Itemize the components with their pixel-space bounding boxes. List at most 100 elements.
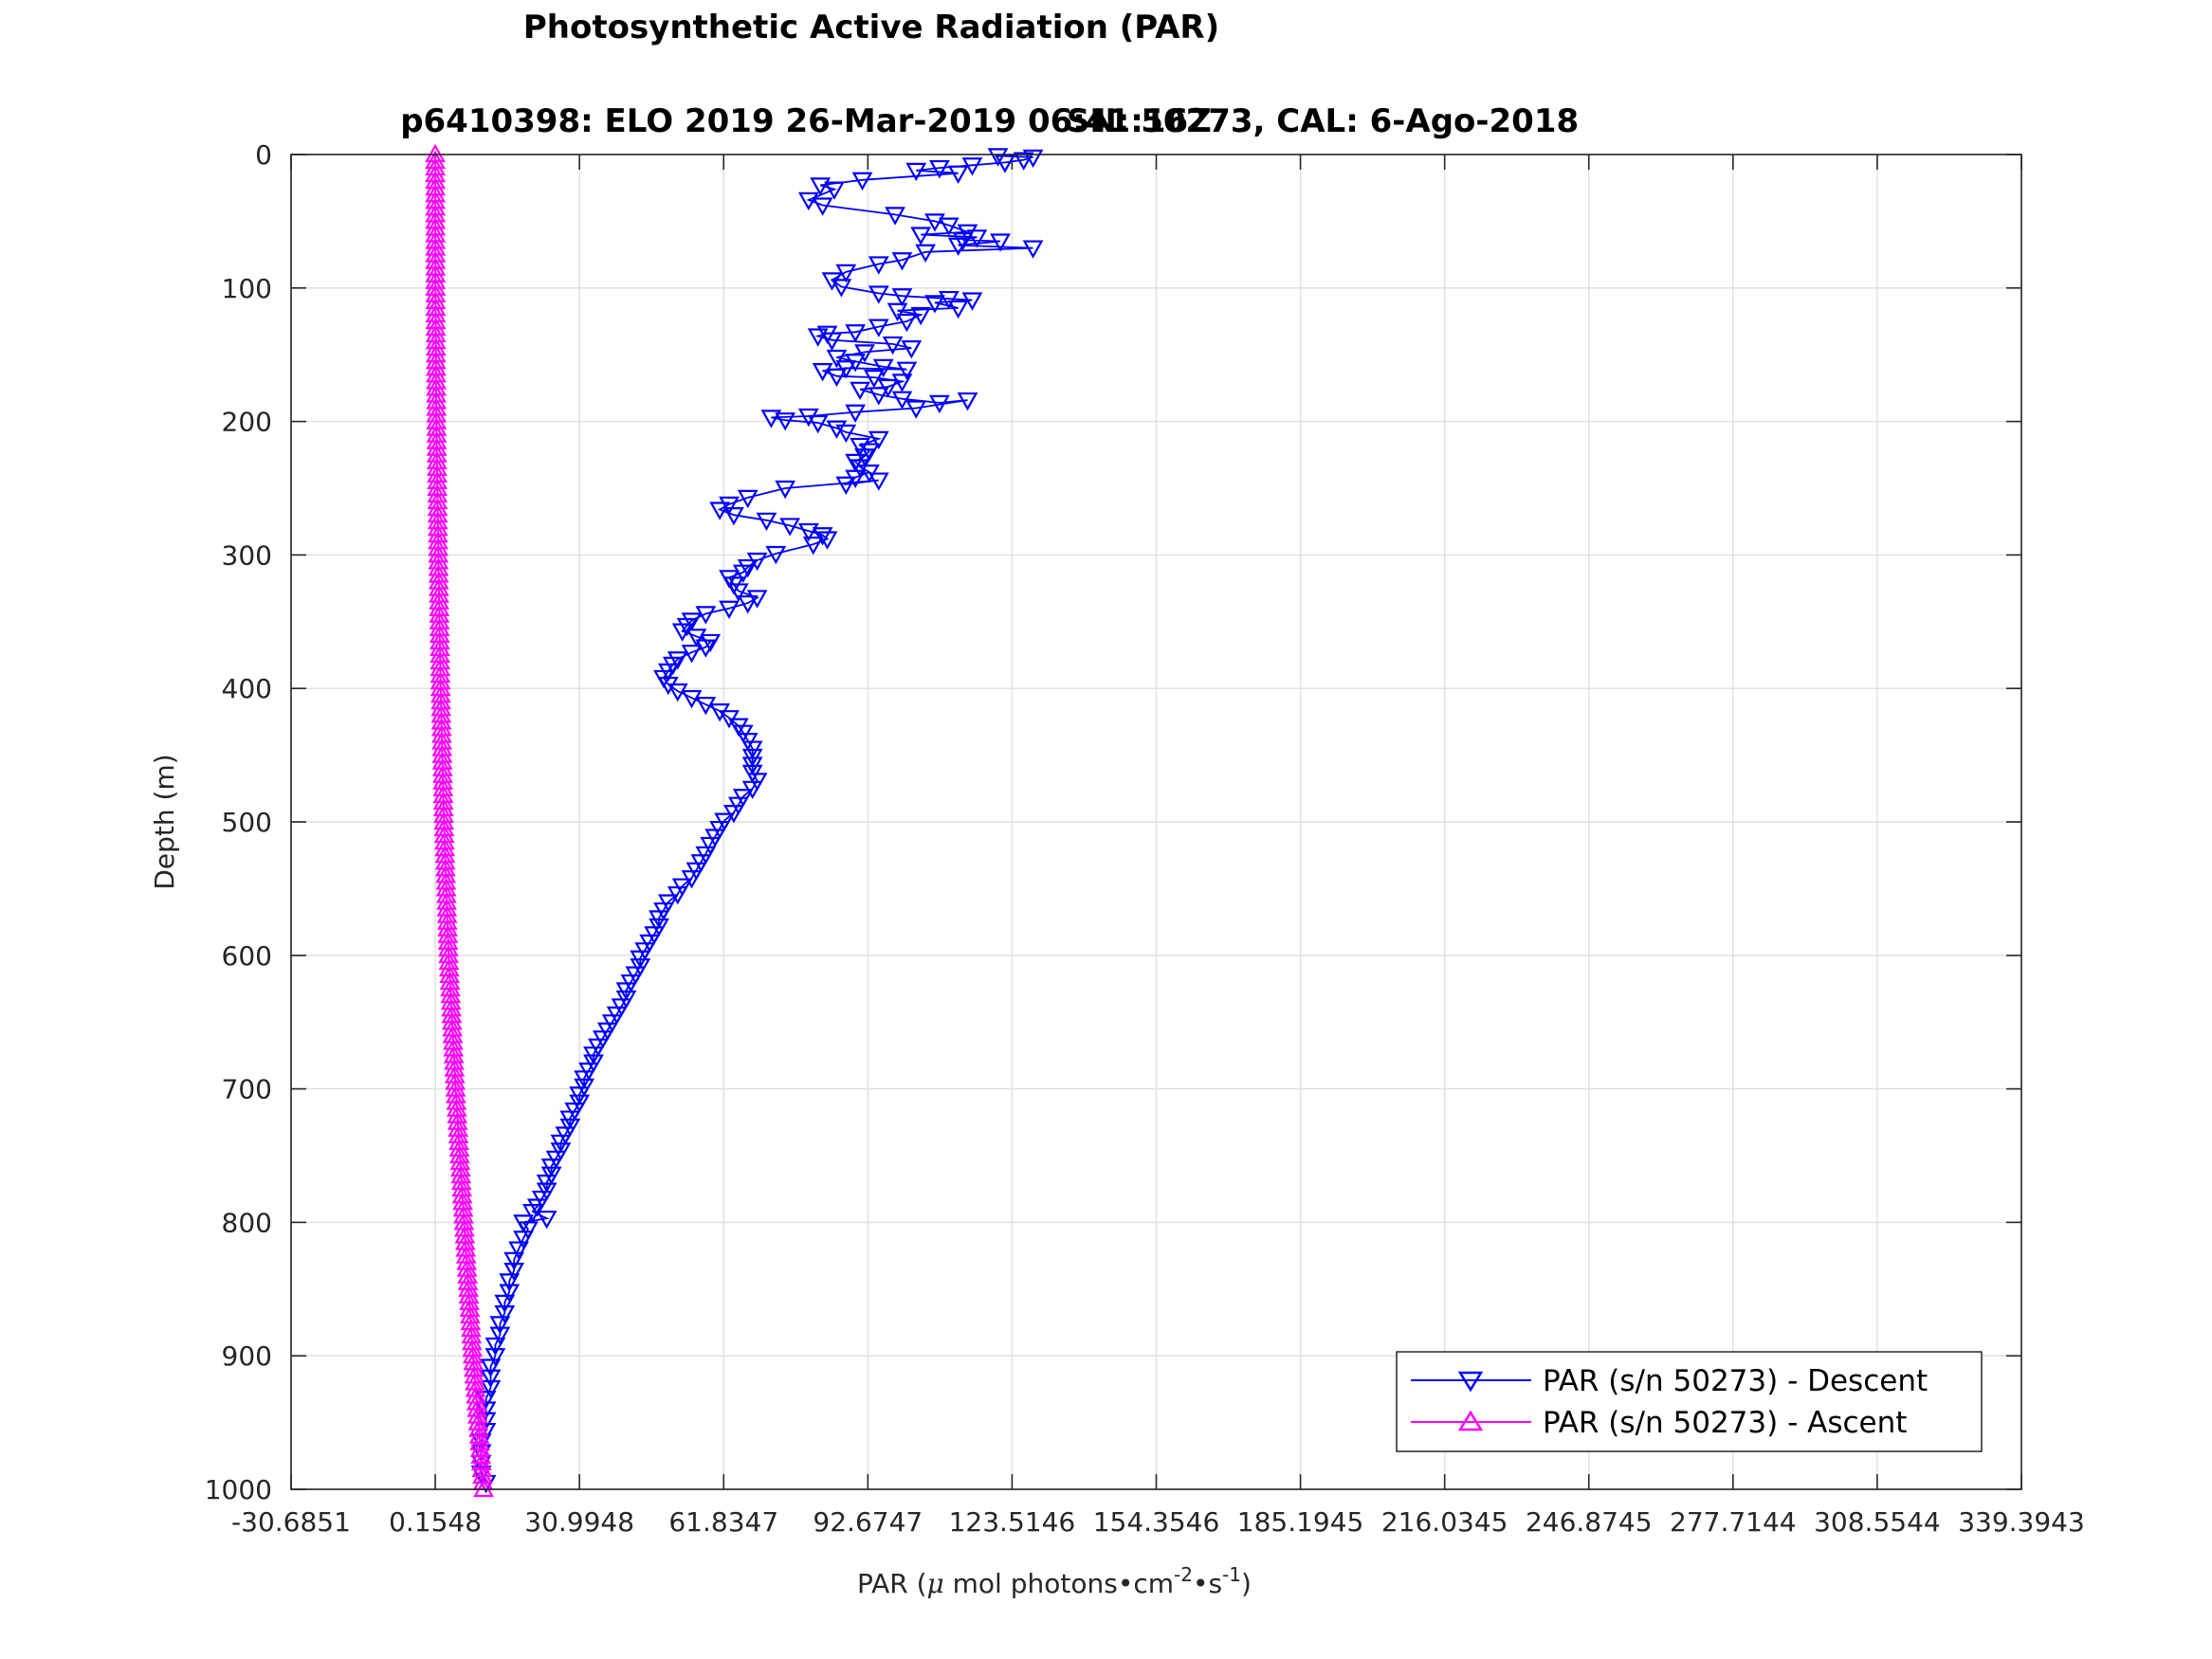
legend-box <box>1396 1351 1983 1452</box>
legend: PAR (s/n 50273) - Descent PAR (s/n 50273… <box>1396 1351 1983 1452</box>
y-tick-label: 700 <box>222 1074 272 1105</box>
point-descent <box>1022 240 1044 259</box>
point-descent <box>518 1221 539 1240</box>
series-ascent <box>425 143 494 1498</box>
point-descent <box>521 1204 543 1223</box>
point-descent <box>681 612 703 631</box>
point-ascent <box>473 1478 494 1498</box>
y-tick-label: 0 <box>255 139 272 171</box>
y-tick-label: 100 <box>222 273 272 304</box>
point-descent <box>695 606 717 625</box>
point-descent <box>727 583 749 602</box>
point-descent <box>494 1305 516 1324</box>
point-descent <box>824 181 845 200</box>
point-descent <box>868 387 889 406</box>
point-descent <box>480 1379 502 1399</box>
x-tick-label: 277.7144 <box>1670 1506 1797 1538</box>
point-descent <box>990 233 1011 252</box>
point-descent <box>723 507 744 526</box>
point-descent <box>489 1316 511 1335</box>
point-descent <box>732 564 754 583</box>
point-descent <box>924 213 945 232</box>
point-descent <box>737 558 759 578</box>
point-descent <box>671 623 693 642</box>
series-layer <box>425 143 1044 1498</box>
point-descent <box>737 594 759 614</box>
point-descent <box>910 227 932 246</box>
point-descent <box>872 358 894 378</box>
point-descent <box>868 285 889 304</box>
point-descent <box>503 1251 525 1271</box>
point-descent <box>737 489 759 509</box>
point-descent <box>905 400 927 419</box>
y-tick-label: 300 <box>222 539 272 571</box>
point-descent <box>812 197 833 216</box>
x-tick-label: 246.8745 <box>1526 1506 1653 1538</box>
series-line-descent <box>480 155 1033 1484</box>
figure-subtitle-right: SN: 50273, CAL: 6-Ago-2018 <box>1067 102 1579 140</box>
point-descent <box>850 437 870 457</box>
point-descent <box>695 696 717 716</box>
point-descent <box>700 836 722 856</box>
point-descent <box>779 518 800 537</box>
point-descent <box>676 617 698 637</box>
point-descent <box>891 374 913 392</box>
point-descent <box>947 300 969 319</box>
x-tick-label: 0.1548 <box>389 1506 482 1538</box>
point-descent <box>681 689 703 709</box>
point-descent <box>719 600 740 619</box>
point-descent <box>821 332 843 351</box>
point-descent <box>966 229 988 248</box>
point-descent <box>901 340 923 359</box>
point-descent <box>807 328 829 347</box>
grid-lines <box>290 154 2022 1490</box>
x-axis-label-sup2: -1 <box>1222 1563 1241 1586</box>
point-descent <box>995 155 1015 173</box>
point-descent <box>859 443 880 462</box>
point-descent <box>503 1262 525 1282</box>
point-descent <box>494 1294 516 1314</box>
point-descent <box>797 522 819 542</box>
point-descent <box>810 177 832 196</box>
point-descent <box>885 207 905 226</box>
point-descent <box>850 381 870 401</box>
point-descent <box>797 191 819 211</box>
x-axis-label: PAR (μ mol photons•cm-2•s-1) <box>857 1563 1252 1599</box>
point-descent <box>480 1369 502 1388</box>
point-descent <box>957 392 978 411</box>
point-descent <box>746 590 768 609</box>
point-descent <box>826 349 848 369</box>
x-tick-label: 30.9948 <box>524 1506 634 1538</box>
point-descent <box>891 288 913 307</box>
point-descent <box>484 1348 506 1367</box>
point-descent <box>760 410 782 428</box>
point-descent <box>891 391 913 410</box>
point-descent <box>915 244 936 264</box>
point-descent <box>845 324 867 343</box>
point-descent <box>891 252 913 271</box>
figure-subtitle-left: p6410398: ELO 2019 26-Mar-2019 06:41:16Z <box>400 102 1212 140</box>
point-descent <box>905 162 927 182</box>
point-descent <box>513 1231 534 1249</box>
point-descent <box>499 1273 521 1292</box>
point-descent <box>868 319 889 337</box>
point-descent <box>851 172 873 191</box>
plot-frame <box>290 154 2022 1490</box>
point-descent <box>868 256 889 275</box>
point-descent <box>526 1198 548 1217</box>
y-tick-label: 900 <box>222 1340 272 1372</box>
x-axis-label-pre: PAR ( <box>857 1568 927 1599</box>
point-descent <box>910 306 932 326</box>
x-tick-label: 154.3546 <box>1093 1506 1220 1538</box>
point-descent <box>686 629 707 647</box>
point-descent <box>929 159 950 179</box>
point-descent <box>812 362 833 382</box>
point-descent <box>896 361 918 380</box>
point-descent <box>536 1211 558 1230</box>
point-descent <box>868 472 889 491</box>
x-axis-label-post: ) <box>1241 1568 1252 1599</box>
point-descent <box>924 295 945 314</box>
x-tick-label: 61.8347 <box>668 1506 778 1538</box>
point-descent <box>719 496 740 516</box>
point-descent <box>887 302 908 321</box>
